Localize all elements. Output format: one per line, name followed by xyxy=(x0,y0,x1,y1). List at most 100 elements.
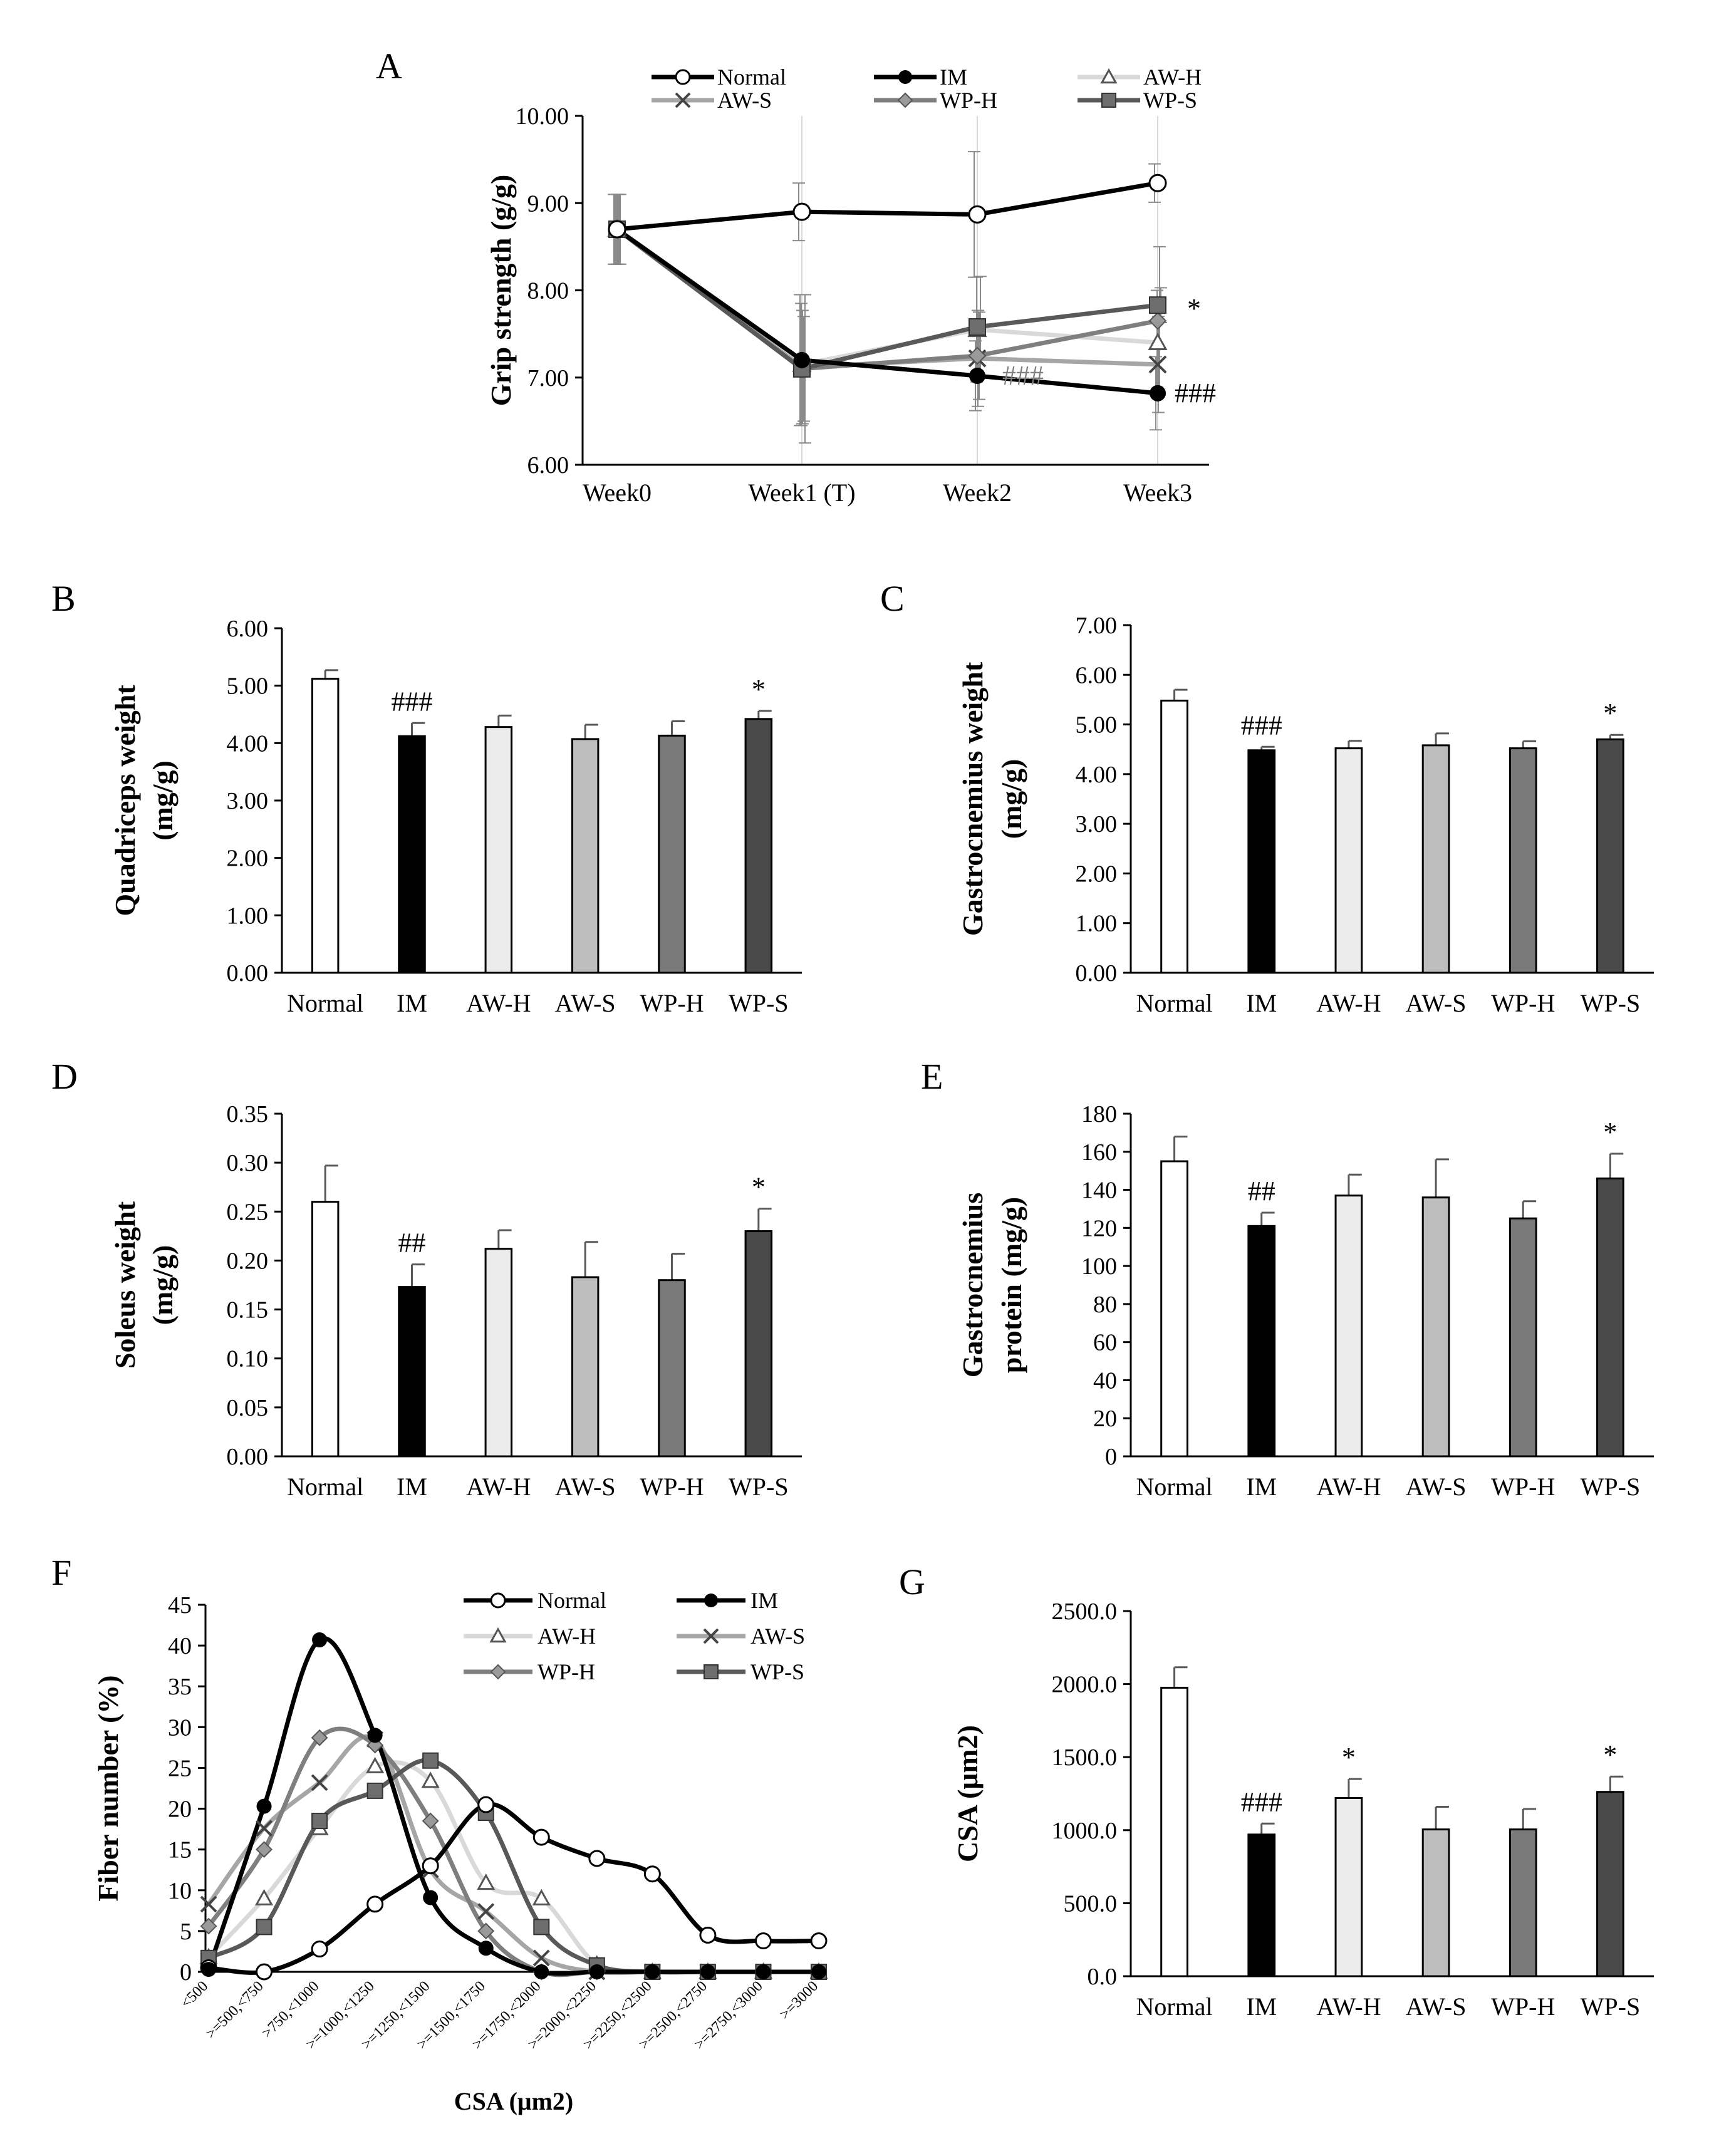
panel-letter: B xyxy=(51,578,76,619)
x-tick-label: IM xyxy=(397,1473,427,1501)
data-point-wp-h xyxy=(477,1922,495,1940)
legend-label: AW-H xyxy=(1143,65,1202,90)
bar-aw-s xyxy=(1421,744,1450,974)
data-point-normal xyxy=(1148,174,1167,192)
panel-a-grip-strength: A Grip strength (g/g) 6.00 7.00 8.00 9.00 10.0… xyxy=(376,46,1216,507)
legend-marker xyxy=(898,70,912,84)
data-point-aw-h xyxy=(366,1756,385,1773)
legend-marker xyxy=(897,92,913,108)
legend-label: WP-S xyxy=(1143,88,1197,113)
significance-mark: ### xyxy=(1175,378,1216,408)
data-point-im xyxy=(256,1798,272,1814)
bar-im xyxy=(398,1286,426,1458)
y-tick-label: 7.00 xyxy=(1076,613,1118,639)
y-tick-label: 0.00 xyxy=(227,960,269,987)
legend-marker xyxy=(703,1628,719,1644)
series-line-im xyxy=(615,227,1158,396)
y-tick-label: 1.00 xyxy=(227,903,269,929)
y-tick-label: 20 xyxy=(168,1796,192,1823)
data-point-wp-s xyxy=(533,1919,550,1936)
y-axis-label: Gastrocnemius weight xyxy=(957,661,989,936)
y-tick-label: 1.00 xyxy=(1076,911,1118,937)
x-tick-label: WP-H xyxy=(1491,989,1555,1017)
y-tick-label: 20 xyxy=(1093,1406,1117,1432)
legend-label: AW-H xyxy=(538,1624,596,1649)
data-point-wp-h xyxy=(1148,311,1167,330)
bar-normal xyxy=(1160,1686,1188,1977)
panel-d-soleus: D Soleus weight (mg/g) Normal IM ## AW-H AW-S WP… xyxy=(51,1056,802,1501)
significance-mark: * xyxy=(752,1172,766,1203)
y-tick-label: 0.10 xyxy=(227,1346,269,1372)
x-tick-label: WP-S xyxy=(1581,1993,1641,2021)
x-tick-label: AW-H xyxy=(466,989,531,1017)
bar-aw-h xyxy=(1334,1195,1363,1458)
legend-marker xyxy=(1100,68,1118,84)
y-tick-label: 2000.0 xyxy=(1052,1672,1118,1698)
bar-wp-h xyxy=(1509,1828,1537,1977)
x-tick-label: Week2 xyxy=(943,479,1012,507)
y-tick-label: 35 xyxy=(168,1674,192,1700)
y-tick-label: 160 xyxy=(1081,1139,1117,1166)
y-axis-label: Fiber number (%) xyxy=(92,1675,124,1901)
legend-marker xyxy=(490,1592,506,1609)
data-point-normal xyxy=(699,1926,717,1944)
y-tick-label: 140 xyxy=(1081,1178,1117,1204)
significance-mark: ### xyxy=(1241,1786,1282,1817)
y-tick-label: 9.00 xyxy=(527,190,569,217)
data-point-wp-h xyxy=(200,1917,217,1935)
significance-mark: ## xyxy=(398,1228,426,1258)
bar-wp-h xyxy=(1509,747,1537,974)
y-tick-label: 120 xyxy=(1081,1215,1117,1241)
panel-letter: F xyxy=(51,1552,71,1593)
data-point-wp-s xyxy=(256,1919,273,1936)
bar-wp-s xyxy=(1596,1791,1624,1977)
y-tick-label: 1500.0 xyxy=(1052,1744,1118,1771)
data-point-im xyxy=(478,1941,494,1956)
bar-im xyxy=(398,735,426,974)
x-tick-label: IM xyxy=(1246,1473,1277,1501)
y-tick-label: 0.0 xyxy=(1088,1964,1118,1990)
y-axis-label: (mg/g) xyxy=(147,760,179,841)
bar-aw-s xyxy=(1421,1196,1450,1458)
y-tick-label: 0.00 xyxy=(227,1444,269,1470)
significance-mark: ### xyxy=(392,686,433,717)
x-tick-label: WP-S xyxy=(1581,989,1641,1017)
bar-normal xyxy=(311,678,340,974)
data-point-im xyxy=(534,1964,549,1979)
x-tick-label: >=3000 xyxy=(777,1978,821,2023)
y-tick-label: 40 xyxy=(1093,1367,1117,1394)
bar-im xyxy=(1247,1225,1276,1458)
series-line-im xyxy=(206,1636,819,1976)
data-point-normal xyxy=(311,1941,328,1958)
data-point-aw-s xyxy=(200,1895,217,1913)
significance-mark: ## xyxy=(1248,1176,1275,1206)
y-tick-label: 30 xyxy=(168,1714,192,1741)
bar-aw-h xyxy=(1334,747,1363,974)
data-point-aw-h xyxy=(1148,332,1168,350)
data-point-aw-s xyxy=(1148,355,1167,374)
bar-aw-s xyxy=(571,738,600,974)
panel-g-csa: G CSA (μm2) Normal IM ### AW-H * AW-S WP-H WP-S * 0… xyxy=(899,1562,1654,2021)
y-tick-label: 0.05 xyxy=(227,1395,269,1421)
series-line-normal xyxy=(208,1801,819,1975)
legend-marker xyxy=(675,69,691,85)
significance-mark: * xyxy=(1187,293,1201,324)
bar-normal xyxy=(311,1201,340,1458)
y-tick-label: 2.00 xyxy=(227,846,269,872)
x-tick-label: AW-S xyxy=(1406,1473,1467,1501)
y-tick-label: 6.00 xyxy=(227,616,269,642)
data-point-normal xyxy=(477,1796,495,1813)
data-point-aw-h xyxy=(254,1889,274,1905)
data-point-aw-h xyxy=(421,1771,440,1788)
data-point-normal xyxy=(792,202,811,221)
bar-im xyxy=(1247,749,1276,974)
x-tick-label: AW-S xyxy=(1406,989,1467,1017)
x-tick-label: Week0 xyxy=(583,479,652,507)
bar-wp-s xyxy=(744,718,773,974)
x-tick-label: AW-S xyxy=(555,989,616,1017)
x-tick-label: WP-H xyxy=(640,1473,704,1501)
legend-label: IM xyxy=(940,65,967,90)
y-tick-label: 5 xyxy=(180,1919,192,1945)
data-point-im xyxy=(423,1890,439,1905)
bar-wp-s xyxy=(1596,1177,1624,1458)
